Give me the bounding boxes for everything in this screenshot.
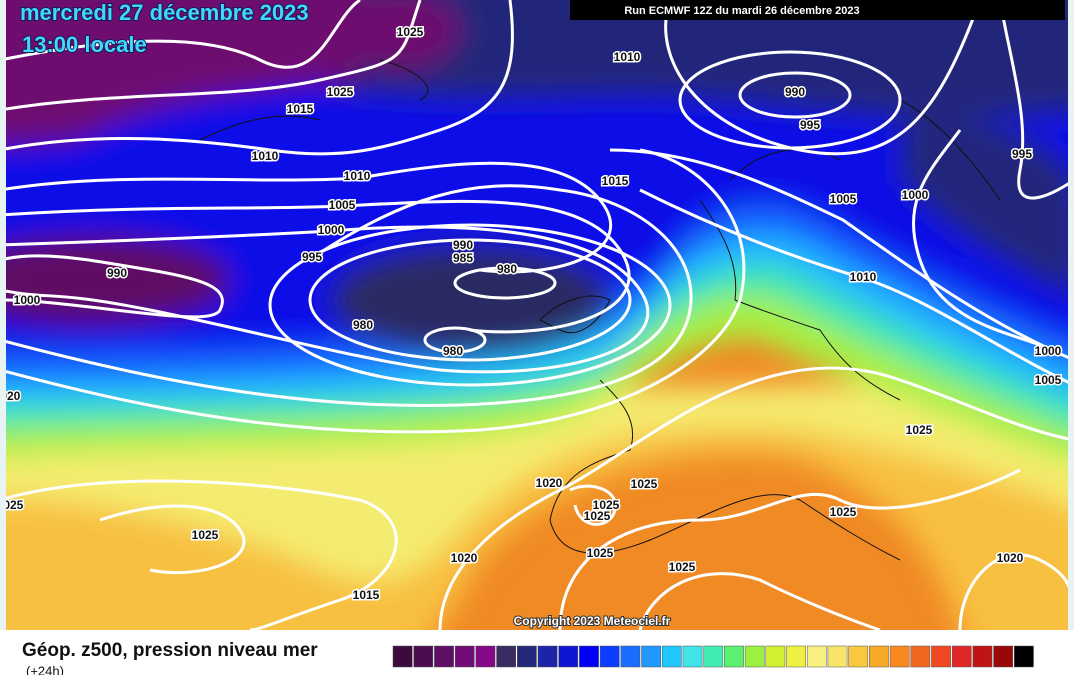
isobar-label: 1025: [906, 423, 933, 437]
isobar-label: 1025: [669, 560, 696, 574]
isobar-label: 1025: [0, 498, 24, 512]
isobar-label: 1025: [327, 85, 354, 99]
isobar-label: 1025: [397, 25, 424, 39]
color-swatch: [661, 645, 682, 668]
isobar-label: 990: [785, 85, 805, 99]
color-swatch: [579, 645, 599, 668]
color-swatch: [703, 645, 724, 668]
color-swatch: [765, 645, 786, 668]
isobar-label: 1015: [353, 588, 380, 602]
color-swatch: [641, 645, 661, 668]
isobar-label: 1010: [614, 50, 641, 64]
color-swatch: [1014, 645, 1034, 668]
isobar-label: 980: [497, 262, 517, 276]
color-swatch: [724, 645, 744, 668]
color-swatch: [910, 645, 931, 668]
isobar-label: 1025: [830, 505, 857, 519]
isobar-label: 1025: [593, 498, 620, 512]
isobar-label: 1000: [1035, 344, 1062, 358]
color-swatch: [413, 645, 434, 668]
isobar-label: 1020: [451, 551, 478, 565]
isobar-label: 1005: [830, 192, 857, 206]
isobar-label: 1000: [318, 223, 345, 237]
color-swatch: [993, 645, 1014, 668]
isobar-label: 1025: [192, 528, 219, 542]
color-swatch: [496, 645, 517, 668]
legend-subtitle: (+24h): [26, 663, 64, 675]
color-swatch: [972, 645, 993, 668]
isobars: [6, 0, 1068, 630]
isobar-label: 980: [443, 344, 463, 358]
color-swatch: [517, 645, 537, 668]
run-info: Run ECMWF 12Z du mardi 26 décembre 2023: [624, 5, 859, 17]
color-swatch: [827, 645, 848, 668]
color-swatch: [889, 645, 910, 668]
color-swatch: [869, 645, 889, 668]
color-swatch: [599, 645, 620, 668]
isobar-label: 1015: [602, 174, 629, 188]
isobar-label: 1005: [329, 198, 356, 212]
isobar-label: 990: [453, 238, 473, 252]
copyright: Copyright 2023 Meteociel.fr: [514, 614, 671, 628]
isobar-label: 1025: [631, 477, 658, 491]
isobar-label: 980: [353, 318, 373, 332]
color-swatch: [951, 645, 972, 668]
color-swatch: [558, 645, 579, 668]
isobar-label: 1000: [14, 293, 41, 307]
run-bar: [570, 0, 1065, 20]
color-swatch: [475, 645, 496, 668]
color-swatch: [434, 645, 454, 668]
isobar-label: 1020: [0, 389, 21, 403]
color-scale: [392, 645, 1034, 668]
legend-title: Géop. z500, pression niveau mer: [22, 640, 318, 661]
color-swatch: [620, 645, 641, 668]
date-title: mercredi 27 décembre 2023: [20, 0, 309, 25]
color-swatch: [931, 645, 951, 668]
color-swatch: [682, 645, 703, 668]
color-swatch: [392, 645, 413, 668]
color-swatch: [848, 645, 869, 668]
color-swatch: [454, 645, 475, 668]
isobar-label: 1020: [536, 476, 563, 490]
isobar-label: 985: [453, 251, 473, 265]
isobar-label: 1025: [584, 509, 611, 523]
isobar-label: 1020: [997, 551, 1024, 565]
color-swatch: [744, 645, 765, 668]
isobar-label: 995: [800, 118, 820, 132]
isobar-label: 1010: [344, 169, 371, 183]
isobar-label: 1010: [850, 270, 877, 284]
time-title: 13:00 locale: [22, 32, 147, 57]
isobar-label: 1000: [902, 188, 929, 202]
isobar-label: 1025: [587, 546, 614, 560]
isobar-label: 995: [302, 250, 322, 264]
isobar-label: 1015: [287, 102, 314, 116]
color-swatch: [806, 645, 827, 668]
isobar-label: 1005: [1035, 373, 1062, 387]
color-swatch: [537, 645, 558, 668]
isobar-label: 1010: [252, 149, 279, 163]
isobar-label: 995: [1012, 147, 1032, 161]
isobar-label: 990: [107, 266, 127, 280]
color-swatch: [786, 645, 806, 668]
